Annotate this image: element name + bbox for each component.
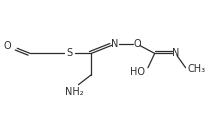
Text: O: O [133, 39, 141, 49]
Text: HO: HO [130, 67, 145, 77]
Text: S: S [67, 48, 73, 58]
Text: O: O [4, 41, 11, 51]
Text: N: N [172, 48, 179, 58]
Text: CH₃: CH₃ [187, 64, 205, 74]
Text: N: N [111, 39, 119, 49]
Text: NH₂: NH₂ [65, 87, 84, 97]
